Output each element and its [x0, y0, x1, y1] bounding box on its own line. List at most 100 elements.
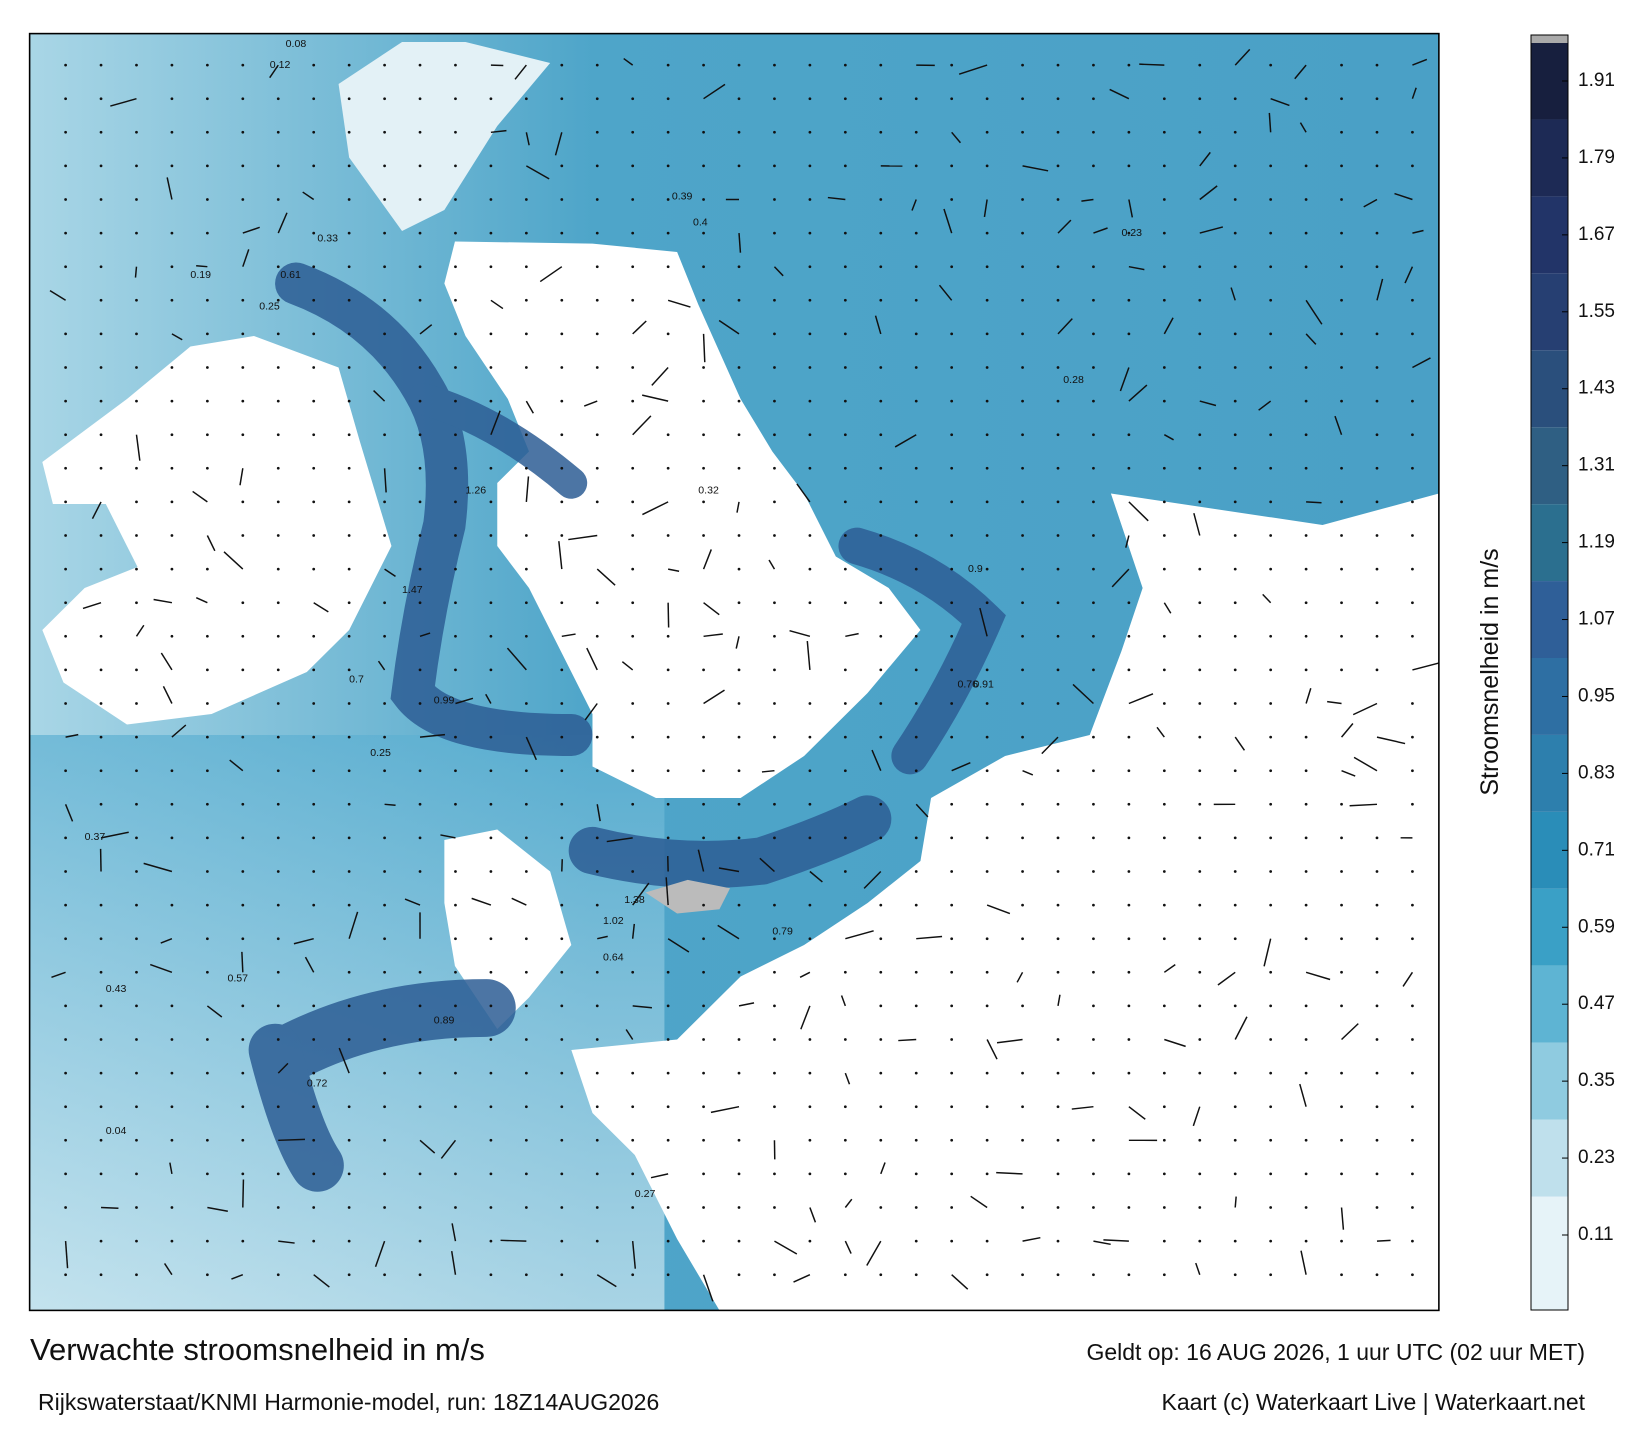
arrow: [996, 1038, 1023, 1044]
dot: [1021, 634, 1024, 638]
arrow: [1093, 1240, 1111, 1246]
dot: [631, 466, 635, 470]
dot: [1233, 231, 1237, 235]
dot: [879, 567, 883, 571]
colorbar-tick-label: 0.59: [1578, 916, 1615, 937]
dot: [1021, 567, 1024, 571]
dot: [1092, 534, 1095, 537]
arrow: [471, 897, 492, 906]
dot: [64, 265, 67, 269]
dot: [1092, 668, 1095, 672]
arrow: [1234, 48, 1251, 66]
dot: [1198, 1138, 1202, 1142]
dot: [1411, 433, 1414, 437]
dot: [1340, 634, 1343, 638]
dot: [737, 601, 741, 605]
dot: [1340, 601, 1343, 605]
arrow: [1128, 693, 1154, 705]
dot: [1304, 265, 1308, 269]
dot: [276, 198, 280, 201]
colorbar-band: [1531, 1196, 1568, 1310]
colorbar-band: [1531, 350, 1568, 428]
dot: [560, 1239, 564, 1243]
dot: [914, 903, 918, 907]
dot: [241, 534, 245, 537]
arrow: [160, 652, 173, 671]
speed-label: 0.33: [317, 233, 338, 245]
dot: [1092, 634, 1095, 638]
dot: [1269, 198, 1273, 201]
dot: [1269, 1105, 1273, 1109]
arrow: [1230, 287, 1236, 301]
arrow: [717, 924, 740, 940]
arrow: [774, 1240, 798, 1255]
dot: [99, 567, 103, 571]
dot: [666, 265, 670, 269]
dot: [1340, 231, 1343, 235]
dot: [914, 769, 918, 773]
dot: [1304, 937, 1308, 941]
dot: [135, 1105, 138, 1109]
dot: [524, 1172, 528, 1176]
arrow: [1305, 333, 1317, 345]
dot: [1198, 937, 1202, 941]
dot: [879, 735, 883, 739]
dot: [1092, 466, 1095, 470]
dot: [737, 130, 741, 134]
arrow: [979, 607, 988, 637]
arrow: [632, 882, 650, 906]
dot: [1269, 769, 1273, 773]
dot: [1304, 97, 1308, 101]
dot: [1162, 769, 1166, 773]
dot: [347, 466, 351, 470]
dot: [1056, 500, 1060, 504]
dot: [808, 735, 812, 739]
dot: [1021, 937, 1024, 941]
arrow: [1299, 1083, 1307, 1107]
colorbar-band: [1531, 1042, 1568, 1120]
dot: [1340, 198, 1343, 201]
dot: [170, 298, 174, 302]
dot: [595, 870, 599, 873]
dot: [914, 231, 918, 235]
dot: [702, 1038, 705, 1041]
dot: [276, 97, 280, 101]
colorbar-band: [1531, 581, 1568, 658]
dot: [347, 198, 351, 201]
credit: Kaart (c) Waterkaart Live | Waterkaart.n…: [1161, 1389, 1585, 1415]
dot: [312, 399, 316, 403]
dot: [241, 1172, 245, 1176]
arrow: [584, 703, 598, 721]
dot: [985, 970, 989, 974]
colorbar-band: [1531, 43, 1568, 120]
dot: [1269, 466, 1273, 470]
dot: [241, 97, 245, 101]
dot: [737, 735, 741, 739]
arrow: [1402, 971, 1414, 987]
dot: [205, 769, 209, 773]
dot: [737, 1206, 741, 1209]
dot: [1340, 399, 1343, 403]
dot: [1162, 366, 1166, 369]
dot: [241, 500, 245, 504]
arrow: [606, 837, 633, 843]
dot: [135, 399, 138, 403]
dot: [702, 433, 705, 437]
dot: [454, 399, 457, 403]
dot: [205, 567, 209, 571]
arrow: [419, 632, 431, 637]
dot: [1269, 366, 1273, 369]
dot: [808, 130, 812, 134]
dot: [1340, 1273, 1343, 1277]
dot: [1092, 366, 1095, 369]
dot: [241, 1004, 245, 1008]
dot: [524, 366, 528, 369]
dot: [312, 130, 316, 134]
dot: [950, 937, 954, 941]
arrow: [485, 693, 492, 704]
dot: [879, 634, 883, 638]
arrow: [269, 64, 279, 79]
dot: [99, 668, 103, 672]
dot: [914, 130, 918, 134]
dot: [914, 1004, 918, 1008]
